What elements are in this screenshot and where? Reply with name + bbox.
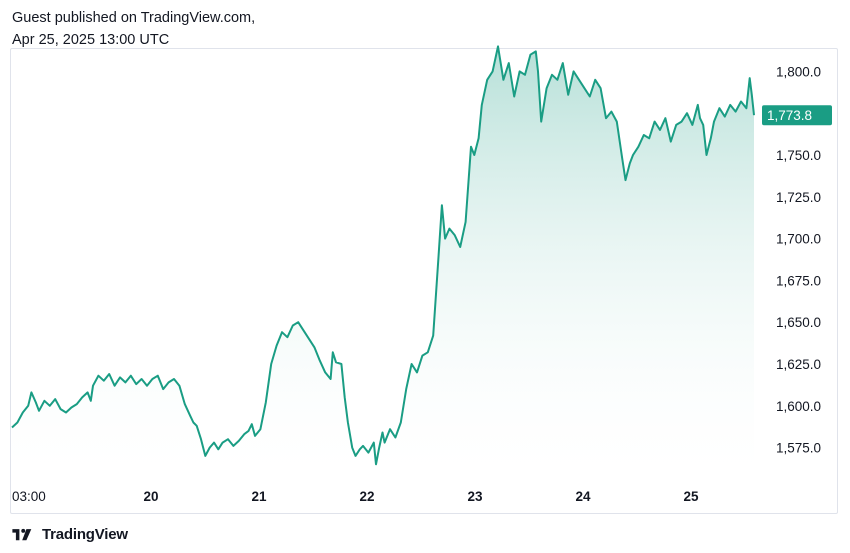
x-tick-label: 22 <box>360 489 375 504</box>
y-tick-label: 1,600.0 <box>776 399 821 414</box>
price-area-fill <box>12 46 754 479</box>
y-tick-label: 1,800.0 <box>776 64 821 79</box>
x-tick-label: 20 <box>143 489 158 504</box>
publish-header: Guest published on TradingView.com, Apr … <box>12 7 255 51</box>
publisher-line: Guest published on TradingView.com, <box>12 10 256 26</box>
y-tick-label: 1,575.0 <box>776 441 821 456</box>
y-tick-label: 1,675.0 <box>776 273 821 288</box>
price-line <box>11 45 755 466</box>
x-tick-label: 23 <box>468 489 484 504</box>
y-tick-label: 1,650.0 <box>776 315 821 330</box>
footer-brand: TradingView <box>12 524 128 544</box>
y-tick-label: 1,700.0 <box>776 232 821 247</box>
x-tick-label: 03:00 <box>12 489 46 504</box>
publish-date: Apr 25, 2025 13:00 UTC <box>12 32 170 48</box>
tradingview-logo-icon <box>12 528 32 541</box>
brand-name: TradingView <box>42 525 128 543</box>
x-tick-label: 25 <box>684 489 700 504</box>
last-price-label: 1,773.8 <box>767 108 812 123</box>
y-tick-label: 1,725.0 <box>776 190 821 205</box>
y-tick-label: 1,625.0 <box>776 357 821 372</box>
chart-frame <box>10 48 838 514</box>
x-tick-label: 24 <box>576 489 592 504</box>
y-tick-label: 1,750.0 <box>776 148 821 163</box>
x-tick-label: 21 <box>251 489 267 504</box>
last-price-badge <box>762 105 832 126</box>
